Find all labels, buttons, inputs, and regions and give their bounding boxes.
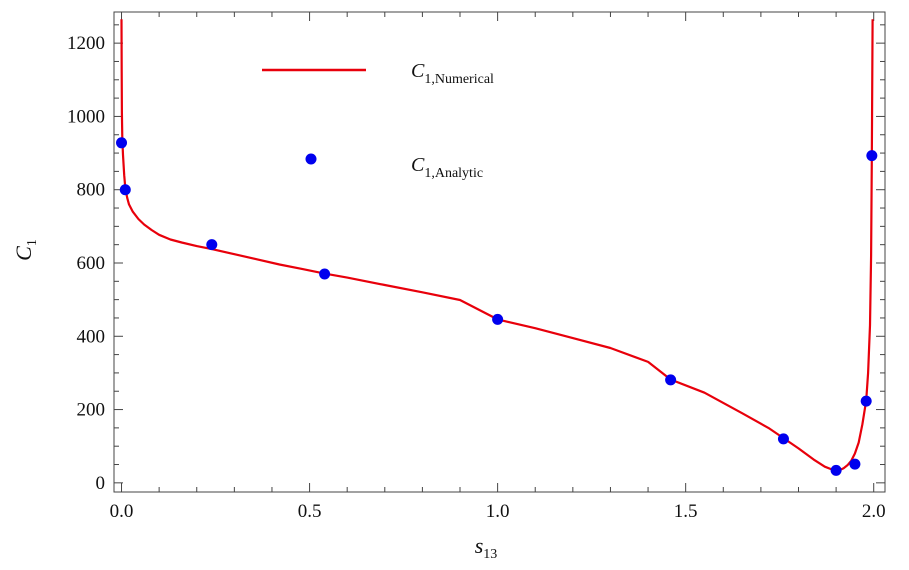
legend-dot-swatch — [305, 153, 317, 165]
analytic-point — [866, 150, 878, 162]
y-tick-label: 1200 — [67, 33, 105, 54]
x-tick-label: 0.0 — [110, 501, 134, 522]
analytic-point — [860, 395, 872, 407]
legend: C1,Numerical C1,Analytic — [262, 60, 494, 181]
y-tick-label: 800 — [77, 180, 106, 201]
y-tick-labels: 0 200 400 600 800 1000 1200 — [67, 33, 105, 494]
analytic-point — [319, 268, 331, 280]
y-tick-label: 200 — [77, 400, 106, 421]
x-axis-title: s13 — [475, 533, 498, 562]
x-tick-label: 0.5 — [298, 501, 322, 522]
y-tick-label: 600 — [77, 253, 106, 274]
analytic-point — [830, 464, 842, 476]
x-tick-label: 2.0 — [862, 501, 886, 522]
analytic-point — [119, 184, 131, 196]
analytic-point — [849, 458, 861, 470]
analytic-point — [116, 137, 128, 149]
analytic-point — [492, 313, 504, 325]
numerical-curve — [120, 19, 874, 472]
analytic-point — [206, 239, 218, 251]
analytic-point — [777, 433, 789, 445]
tick-marks — [114, 12, 885, 492]
y-tick-label: 400 — [77, 326, 106, 347]
legend-label-numerical: C1,Numerical — [411, 60, 494, 87]
series-layer — [116, 19, 878, 476]
y-axis-title: C1 — [11, 239, 40, 261]
x-tick-labels: 0.0 0.5 1.0 1.5 2.0 — [110, 501, 886, 522]
legend-label-analytic: C1,Analytic — [411, 154, 483, 181]
y-tick-label: 0 — [96, 473, 106, 494]
y-tick-label: 1000 — [67, 106, 105, 127]
plot-frame — [113, 11, 886, 493]
x-tick-label: 1.0 — [486, 501, 510, 522]
x-tick-label: 1.5 — [674, 501, 698, 522]
analytic-point — [665, 374, 677, 386]
